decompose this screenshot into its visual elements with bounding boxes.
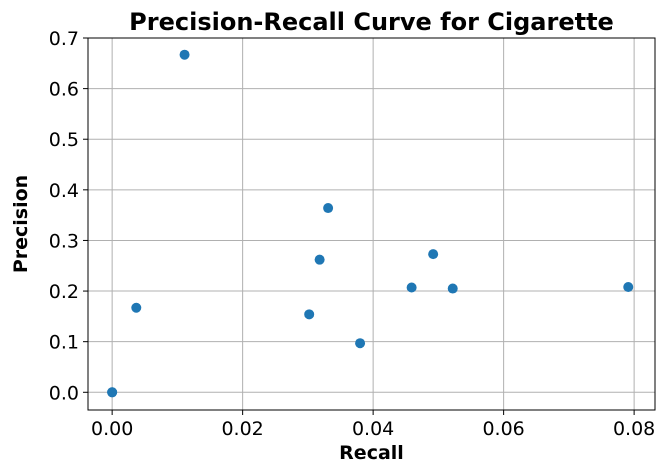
x-tick-label: 0.00 <box>91 418 133 440</box>
scatter-point <box>428 249 439 260</box>
chart-title: Precision-Recall Curve for Cigarette <box>129 8 614 36</box>
scatter-point <box>447 283 458 294</box>
scatter-point <box>355 338 366 349</box>
x-tick-label: 0.02 <box>221 418 263 440</box>
x-tick-label: 0.04 <box>352 418 394 440</box>
scatter-point <box>323 203 334 214</box>
y-tick-label: 0.4 <box>49 180 79 202</box>
x-tick-label: 0.06 <box>482 418 524 440</box>
plot-frame <box>87 37 656 411</box>
y-tick-label: 0.7 <box>49 28 79 50</box>
scatter-point <box>131 302 142 313</box>
y-tick-label: 0.6 <box>49 79 79 101</box>
scatter-point <box>406 282 417 293</box>
scatter-point <box>107 387 118 398</box>
grid-layer <box>88 37 655 410</box>
y-tick-label: 0.0 <box>49 382 79 404</box>
y-axis-label: Precision <box>10 175 32 273</box>
x-axis-label: Recall <box>339 442 404 464</box>
scatter-point <box>314 254 325 265</box>
y-tick-label: 0.5 <box>49 129 79 151</box>
y-tick-label: 0.2 <box>49 281 79 303</box>
y-tick-label: 0.3 <box>49 230 79 252</box>
y-tick-label: 0.1 <box>49 332 79 354</box>
data-points <box>107 49 634 398</box>
x-tick-label: 0.08 <box>613 418 655 440</box>
scatter-point <box>304 309 315 320</box>
scatter-point <box>623 282 634 293</box>
scatter-point <box>179 49 190 60</box>
ticks-layer: 0.00 0.02 0.04 0.06 0.08 0.0 0.1 0.2 0.3 0.4 0.5 0.… <box>49 28 655 440</box>
